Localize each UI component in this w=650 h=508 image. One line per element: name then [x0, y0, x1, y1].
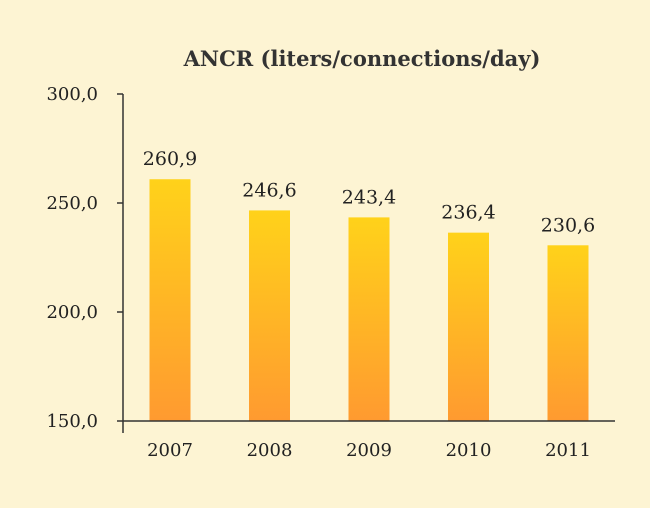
data-label-2007: 260,9 — [143, 148, 197, 170]
bar-2008 — [249, 210, 290, 421]
data-label-2010: 236,4 — [441, 202, 495, 224]
bar-2010 — [448, 232, 489, 421]
y-tick-label: 250,0 — [46, 193, 98, 214]
x-tick-label: 2007 — [147, 440, 193, 461]
x-tick-label: 2010 — [446, 440, 492, 461]
y-tick-label: 300,0 — [46, 84, 98, 105]
x-tick-label: 2009 — [346, 440, 392, 461]
data-label-2008: 246,6 — [242, 179, 296, 201]
x-tick-label: 2011 — [545, 440, 591, 461]
data-label-2009: 243,4 — [342, 186, 396, 208]
data-label-2011: 230,6 — [541, 214, 595, 236]
x-tick-label: 2008 — [247, 440, 293, 461]
chart-title: ANCR (liters/connections/day) — [183, 46, 541, 71]
bar-2007 — [149, 179, 191, 421]
x-axis: 2007 2008 2009 2010 2011 — [123, 420, 615, 461]
bar-2011 — [547, 245, 589, 421]
y-tick-label: 200,0 — [46, 302, 98, 323]
bar-2009 — [348, 217, 390, 421]
y-axis: 150,0 200,0 250,0 300,0 — [46, 84, 124, 433]
y-tick-label: 150,0 — [46, 411, 98, 432]
bars: 260,9 246,6 243,4 236,4 230,6 — [143, 148, 595, 421]
